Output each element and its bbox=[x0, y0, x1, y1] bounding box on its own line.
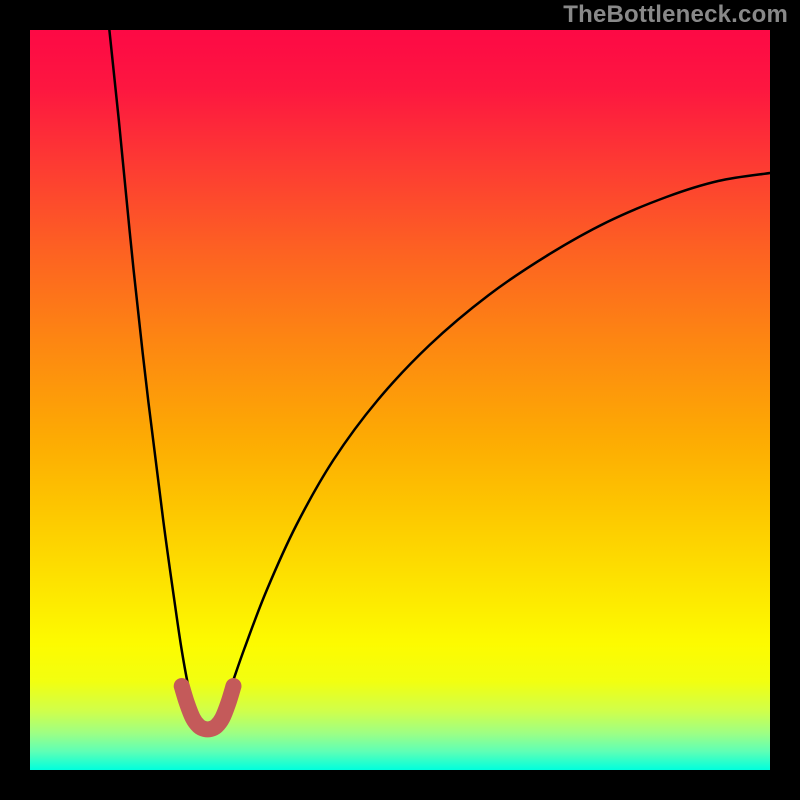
curve-overlay bbox=[0, 0, 800, 800]
dip-marker bbox=[182, 686, 234, 729]
watermark-text: TheBottleneck.com bbox=[563, 1, 788, 29]
chart-stage: TheBottleneck.com bbox=[0, 0, 800, 800]
bottleneck-curve bbox=[108, 14, 770, 728]
